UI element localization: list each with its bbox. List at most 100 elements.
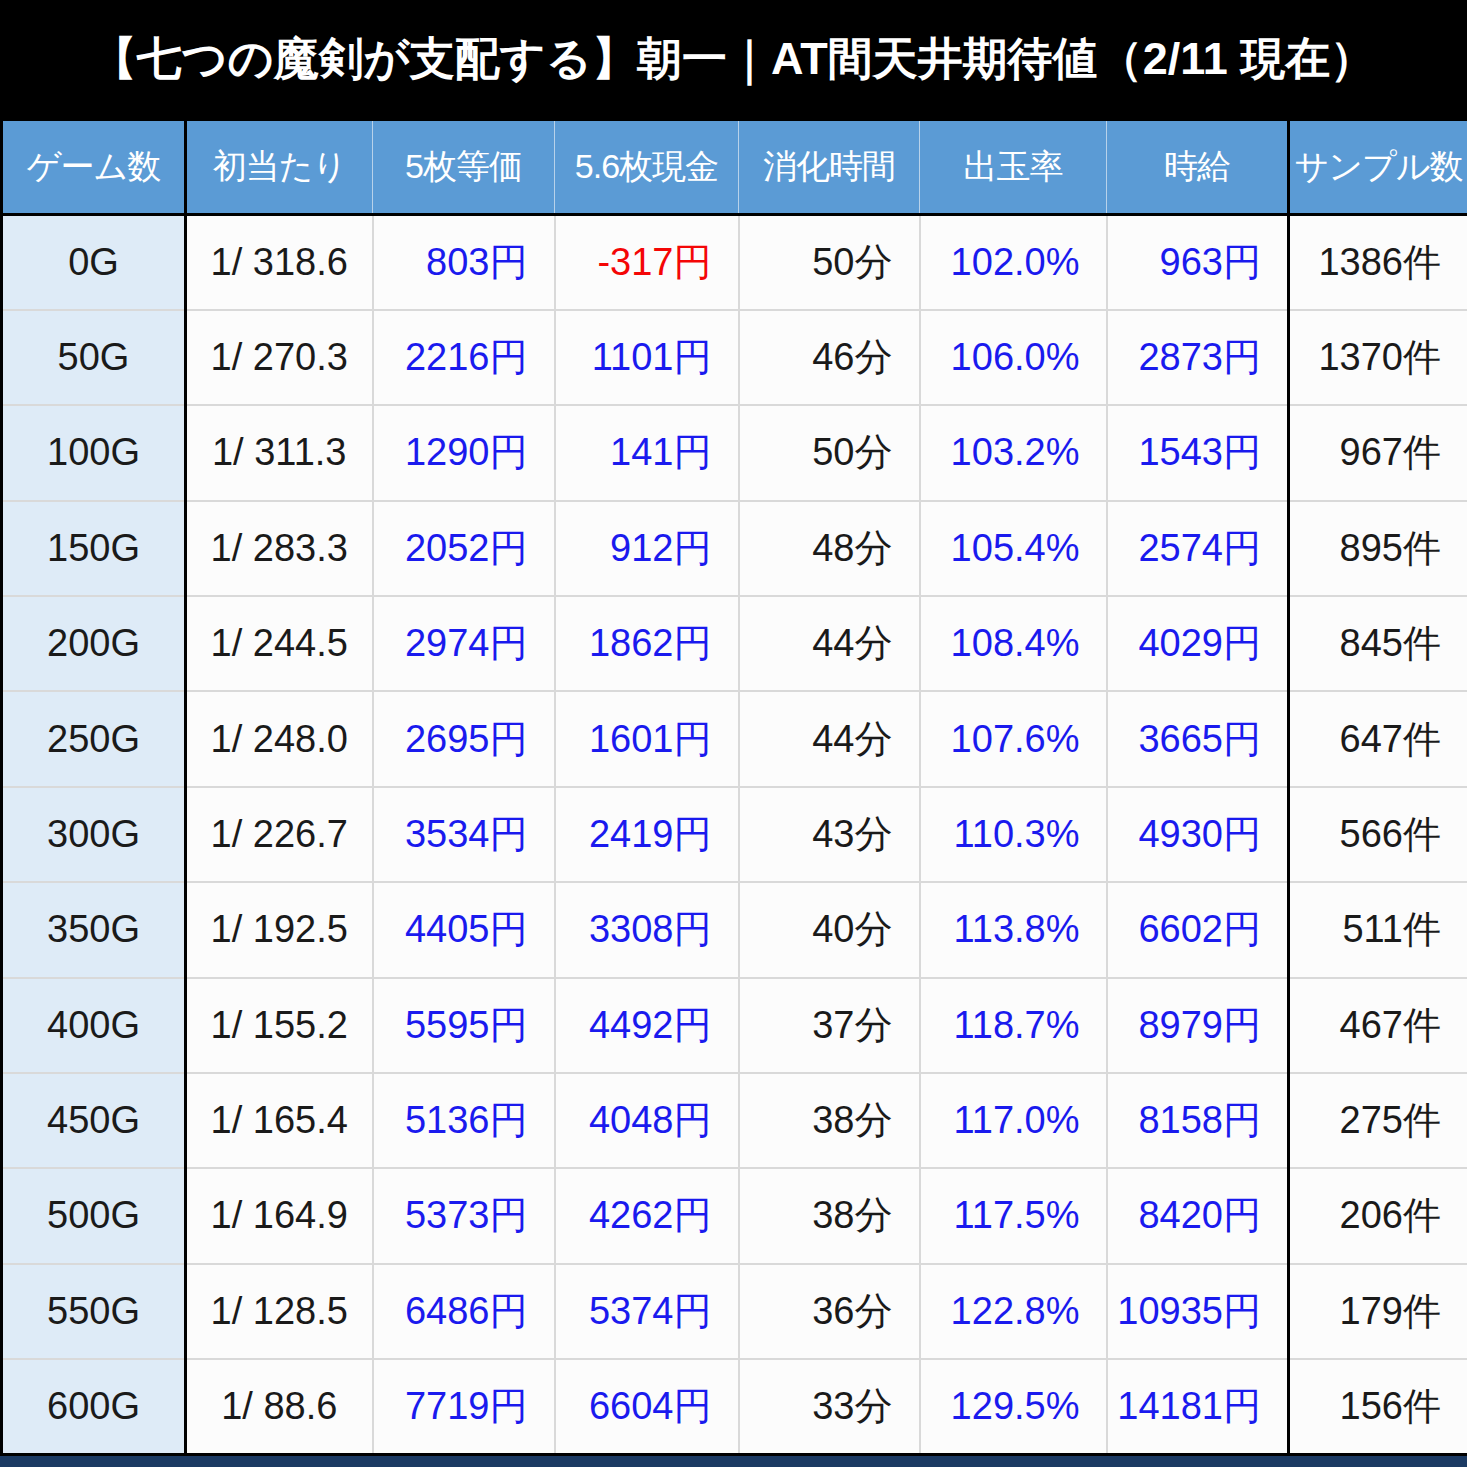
cell-time: 46分 [739, 310, 920, 405]
cell-payout: 106.0% [920, 310, 1107, 405]
cell-equiv5: 1290円 [373, 405, 555, 500]
cell-payout: 113.8% [920, 882, 1107, 977]
cell-equiv5: 5136円 [373, 1073, 555, 1168]
header-row: ゲーム数初当たり5枚等価5.6枚現金消化時間出玉率時給サンプル数 [2, 120, 1467, 215]
cell-samples: 895件 [1289, 501, 1467, 596]
cell-first_hit: 1/ 192.5 [186, 882, 373, 977]
table-body: 0G1/ 318.6803円-317円50分102.0%963円1386件50G… [2, 215, 1467, 1455]
cell-samples: 511件 [1289, 882, 1467, 977]
cell-games: 350G [2, 882, 186, 977]
column-header-equiv5: 5枚等価 [373, 120, 555, 215]
table-row: 50G1/ 270.32216円1101円46分106.0%2873円1370件 [2, 310, 1467, 405]
cell-first_hit: 1/ 311.3 [186, 405, 373, 500]
table-row: 450G1/ 165.45136円4048円38分117.0%8158円275件 [2, 1073, 1467, 1168]
page-title: 【七つの魔剣が支配する】朝一｜AT間天井期待値（2/11 現在） [92, 29, 1376, 89]
cell-games: 600G [2, 1359, 186, 1455]
table-row: 350G1/ 192.54405円3308円40分113.8%6602円511件 [2, 882, 1467, 977]
cell-games: 500G [2, 1168, 186, 1263]
cell-hourly: 2574円 [1107, 501, 1289, 596]
cell-equiv5: 5373円 [373, 1168, 555, 1263]
cell-samples: 156件 [1289, 1359, 1467, 1455]
cell-time: 33分 [739, 1359, 920, 1455]
cell-samples: 467件 [1289, 978, 1467, 1073]
cell-first_hit: 1/ 164.9 [186, 1168, 373, 1263]
cell-payout: 117.0% [920, 1073, 1107, 1168]
cell-games: 250G [2, 691, 186, 786]
cell-time: 48分 [739, 501, 920, 596]
cell-payout: 102.0% [920, 215, 1107, 310]
column-header-hourly: 時給 [1107, 120, 1289, 215]
page: 【七つの魔剣が支配する】朝一｜AT間天井期待値（2/11 現在） ゲーム数初当た… [0, 0, 1467, 1467]
cell-samples: 1386件 [1289, 215, 1467, 310]
cell-equiv5: 6486円 [373, 1264, 555, 1359]
cell-hourly: 1543円 [1107, 405, 1289, 500]
cell-first_hit: 1/ 155.2 [186, 978, 373, 1073]
cell-payout: 103.2% [920, 405, 1107, 500]
cell-time: 38分 [739, 1073, 920, 1168]
cell-time: 44分 [739, 691, 920, 786]
cell-cash56: 4262円 [555, 1168, 739, 1263]
cell-equiv5: 803円 [373, 215, 555, 310]
cell-cash56: 912円 [555, 501, 739, 596]
cell-cash56: 2419円 [555, 787, 739, 882]
table-row: 500G1/ 164.95373円4262円38分117.5%8420円206件 [2, 1168, 1467, 1263]
cell-payout: 118.7% [920, 978, 1107, 1073]
table-header: ゲーム数初当たり5枚等価5.6枚現金消化時間出玉率時給サンプル数 [2, 120, 1467, 215]
cell-first_hit: 1/ 165.4 [186, 1073, 373, 1168]
cell-cash56: 1101円 [555, 310, 739, 405]
cell-games: 100G [2, 405, 186, 500]
cell-equiv5: 2052円 [373, 501, 555, 596]
cell-hourly: 8158円 [1107, 1073, 1289, 1168]
table-row: 400G1/ 155.25595円4492円37分118.7%8979円467件 [2, 978, 1467, 1073]
cell-samples: 1370件 [1289, 310, 1467, 405]
cell-equiv5: 5595円 [373, 978, 555, 1073]
cell-cash56: 5374円 [555, 1264, 739, 1359]
cell-payout: 105.4% [920, 501, 1107, 596]
column-header-games: ゲーム数 [2, 120, 186, 215]
cell-first_hit: 1/ 248.0 [186, 691, 373, 786]
cell-hourly: 963円 [1107, 215, 1289, 310]
cell-hourly: 6602円 [1107, 882, 1289, 977]
expected-value-table: ゲーム数初当たり5枚等価5.6枚現金消化時間出玉率時給サンプル数 0G1/ 31… [0, 118, 1467, 1456]
cell-hourly: 2873円 [1107, 310, 1289, 405]
cell-cash56: -317円 [555, 215, 739, 310]
cell-samples: 179件 [1289, 1264, 1467, 1359]
cell-payout: 129.5% [920, 1359, 1107, 1455]
cell-payout: 108.4% [920, 596, 1107, 691]
cell-samples: 647件 [1289, 691, 1467, 786]
cell-time: 43分 [739, 787, 920, 882]
cell-games: 450G [2, 1073, 186, 1168]
cell-games: 400G [2, 978, 186, 1073]
cell-hourly: 4029円 [1107, 596, 1289, 691]
column-header-cash56: 5.6枚現金 [555, 120, 739, 215]
cell-cash56: 6604円 [555, 1359, 739, 1455]
column-header-payout: 出玉率 [920, 120, 1107, 215]
cell-samples: 275件 [1289, 1073, 1467, 1168]
cell-payout: 107.6% [920, 691, 1107, 786]
cell-cash56: 1601円 [555, 691, 739, 786]
cell-payout: 122.8% [920, 1264, 1107, 1359]
column-header-time: 消化時間 [739, 120, 920, 215]
cell-time: 38分 [739, 1168, 920, 1263]
cell-cash56: 4492円 [555, 978, 739, 1073]
cell-first_hit: 1/ 283.3 [186, 501, 373, 596]
cell-equiv5: 2216円 [373, 310, 555, 405]
cell-equiv5: 3534円 [373, 787, 555, 882]
cell-payout: 117.5% [920, 1168, 1107, 1263]
cell-hourly: 8979円 [1107, 978, 1289, 1073]
table-row: 200G1/ 244.52974円1862円44分108.4%4029円845件 [2, 596, 1467, 691]
cell-cash56: 1862円 [555, 596, 739, 691]
cell-equiv5: 2974円 [373, 596, 555, 691]
cell-hourly: 4930円 [1107, 787, 1289, 882]
cell-first_hit: 1/ 244.5 [186, 596, 373, 691]
cell-time: 40分 [739, 882, 920, 977]
cell-hourly: 8420円 [1107, 1168, 1289, 1263]
cell-hourly: 3665円 [1107, 691, 1289, 786]
cell-games: 50G [2, 310, 186, 405]
cell-first_hit: 1/ 318.6 [186, 215, 373, 310]
cell-games: 200G [2, 596, 186, 691]
title-banner: 【七つの魔剣が支配する】朝一｜AT間天井期待値（2/11 現在） [0, 0, 1467, 118]
cell-hourly: 10935円 [1107, 1264, 1289, 1359]
column-header-samples: サンプル数 [1289, 120, 1467, 215]
cell-hourly: 14181円 [1107, 1359, 1289, 1455]
